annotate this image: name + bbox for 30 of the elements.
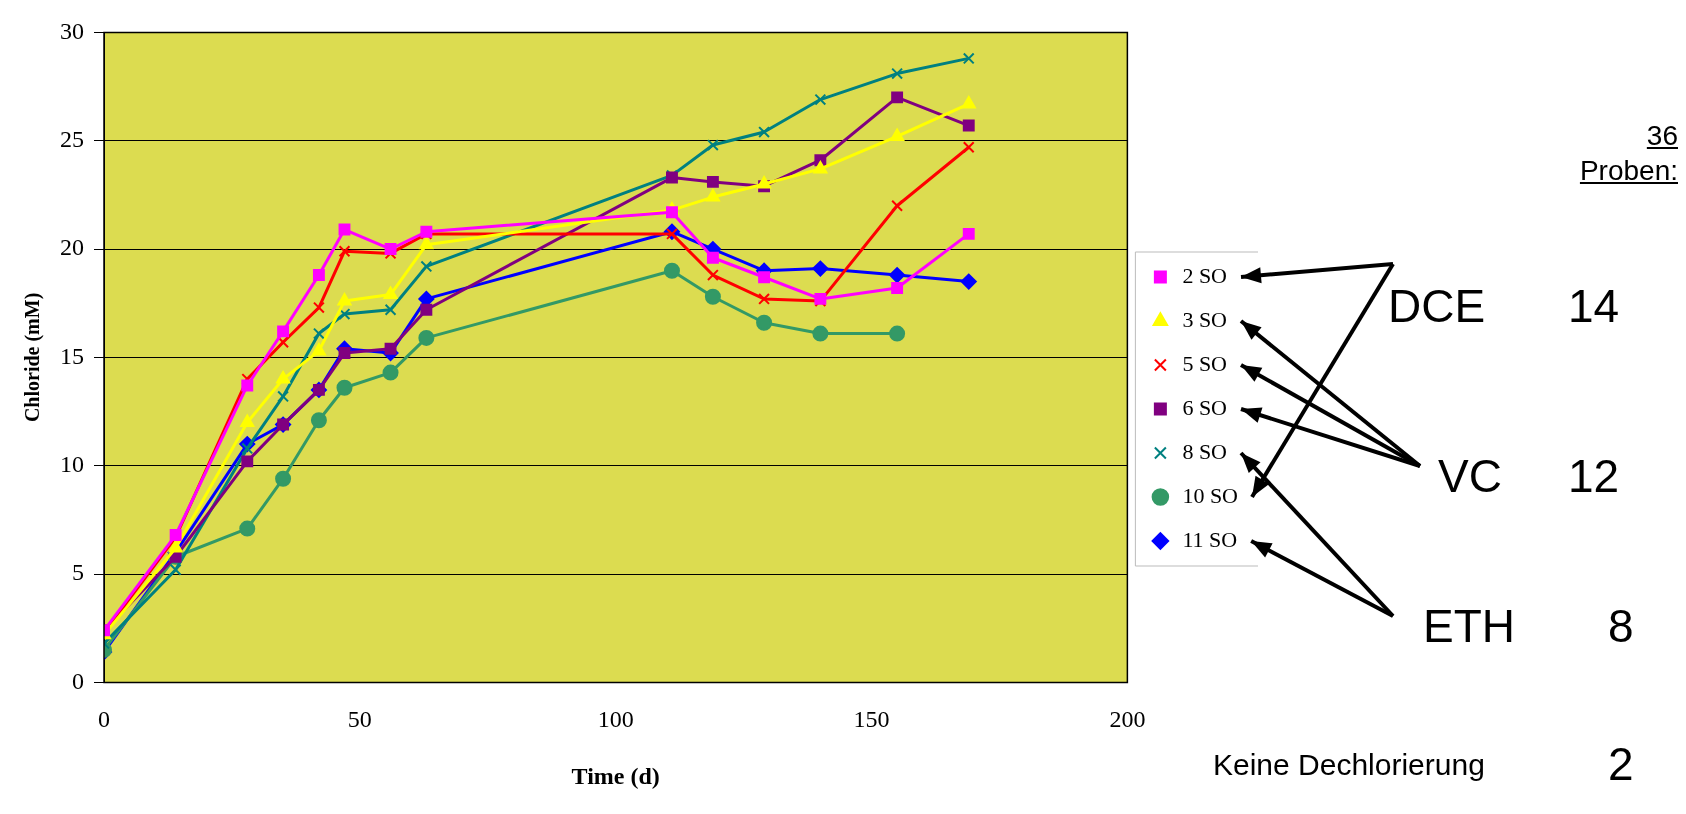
legend-label: 8 SO <box>1182 438 1227 464</box>
text: Keine Dechlorierung <box>1213 747 1485 783</box>
x-axis-title: Time (d) <box>571 762 660 789</box>
text: 8 <box>1608 599 1634 654</box>
y-tick-label: 25 <box>60 126 84 153</box>
text: ETH <box>1423 599 1515 654</box>
x-tick-label: 150 <box>853 706 890 733</box>
legend-label: 2 SO <box>1182 262 1227 288</box>
x-tick-label: 50 <box>347 706 372 733</box>
text: VC <box>1438 449 1502 504</box>
x-tick-label: 0 <box>98 706 110 733</box>
text: 36 Proben: <box>1578 119 1678 188</box>
legend-label: 5 SO <box>1182 350 1227 376</box>
legend-label: 3 SO <box>1182 306 1227 332</box>
y-tick-label: 0 <box>72 667 84 694</box>
y-tick-label: 10 <box>60 451 84 478</box>
y-tick-label: 20 <box>60 234 84 261</box>
text: 14 <box>1568 279 1620 334</box>
text: 2 <box>1608 737 1634 792</box>
legend-label: 6 SO <box>1182 394 1227 420</box>
y-axis-title: Chloride (mM) <box>21 292 45 423</box>
text: DCE <box>1388 279 1486 334</box>
text: 12 <box>1568 449 1620 504</box>
x-tick-label: 200 <box>1109 706 1146 733</box>
y-tick-label: 30 <box>60 17 84 44</box>
x-tick-label: 100 <box>597 706 634 733</box>
legend-label: 10 SO <box>1182 482 1238 508</box>
y-tick-label: 5 <box>72 559 84 586</box>
legend-label: 11 SO <box>1182 526 1238 552</box>
y-tick-label: 15 <box>60 342 84 369</box>
